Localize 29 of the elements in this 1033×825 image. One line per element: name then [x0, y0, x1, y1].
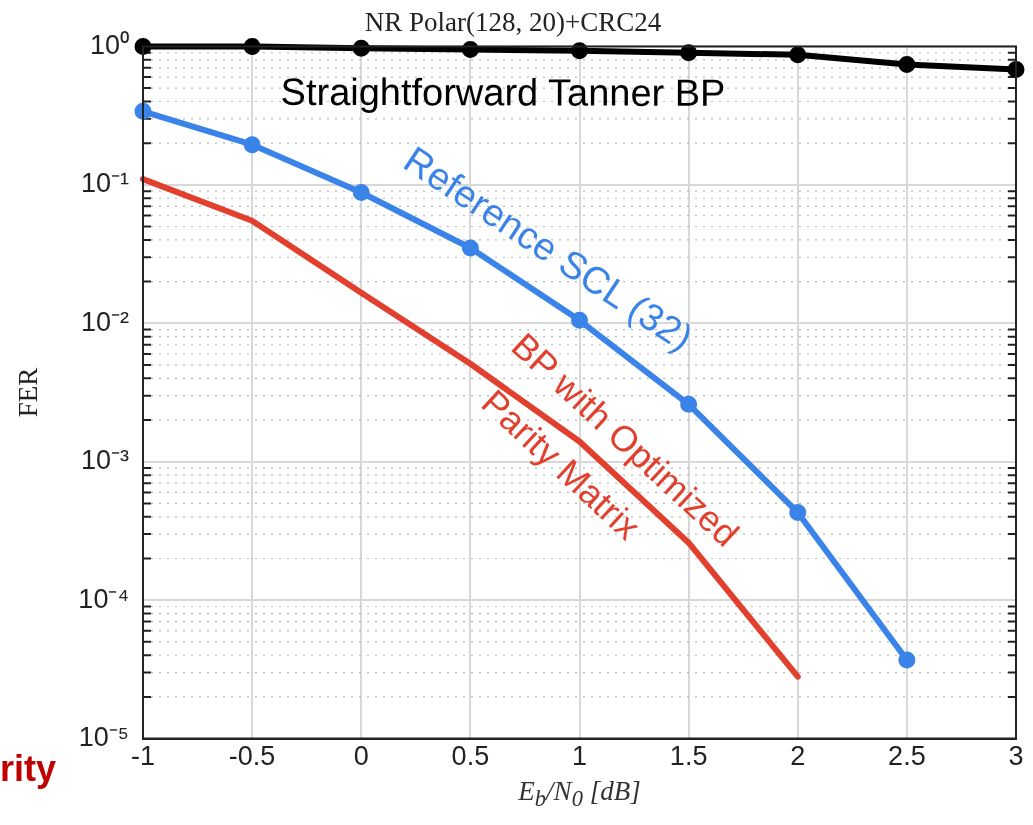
- x-tick-label: 0.5: [451, 741, 490, 772]
- x-tick-label: -0.5: [228, 741, 276, 772]
- y-tick-label: 10⁻⁵: [78, 722, 129, 753]
- x-tick-label: 2: [790, 741, 806, 772]
- x-tick-label: 0: [353, 741, 369, 772]
- point: [680, 395, 698, 413]
- point: [898, 651, 916, 669]
- x-tick-label: 1.5: [669, 741, 708, 772]
- point: [243, 136, 261, 154]
- chart-title: NR Polar(128, 20)+CRC24: [364, 7, 662, 38]
- point: [789, 503, 807, 521]
- point: [571, 311, 588, 329]
- text: rity: [0, 748, 57, 790]
- x-tick-label: 1: [571, 741, 588, 772]
- y-tick-label: 10⁻¹: [80, 168, 129, 199]
- point: [898, 56, 916, 73]
- x-axis-title: E$_{b}$/N$_{0}$ [dB]: [517, 776, 642, 813]
- point: [789, 46, 807, 64]
- series-label: Straightforward Tanner BP: [280, 70, 726, 114]
- point: [680, 44, 698, 62]
- x-tick-label: 3: [1008, 741, 1024, 772]
- y-tick-label: 10⁰: [89, 29, 129, 60]
- y-axis-title: FER: [13, 367, 44, 418]
- x-tick-label: -1: [130, 741, 156, 772]
- y-tick-label: 10⁻⁴: [78, 583, 129, 614]
- point: [352, 184, 370, 202]
- y-tick-label: 10⁻²: [80, 306, 129, 337]
- x-tick-label: 2.5: [888, 741, 926, 772]
- y-tick-label: 10⁻³: [80, 445, 129, 476]
